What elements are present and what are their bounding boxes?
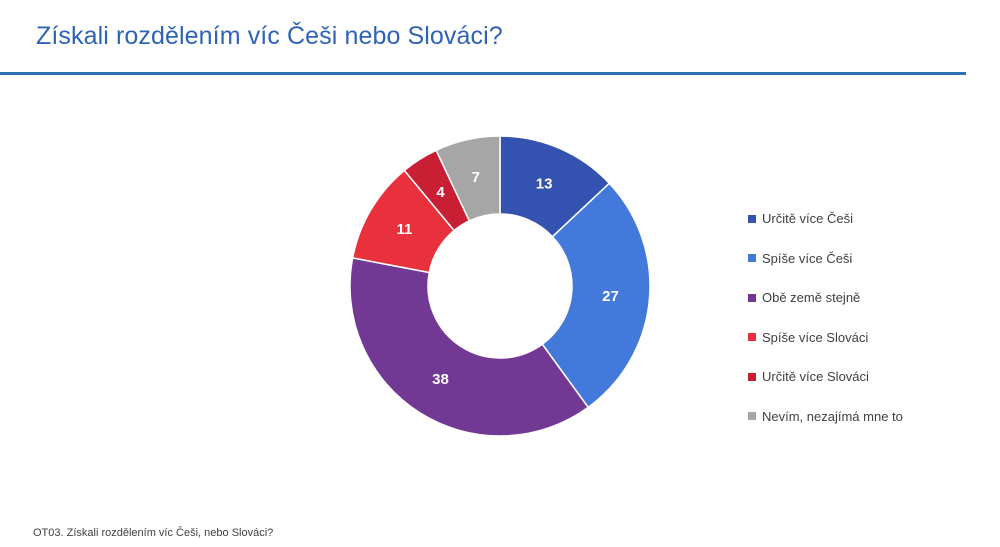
donut-slice-6 xyxy=(435,136,501,222)
donut-slice-3 xyxy=(349,257,590,437)
legend-item: Určitě více Češi xyxy=(748,199,903,239)
title-divider xyxy=(0,72,966,75)
legend-label: Určitě více Slováci xyxy=(762,369,869,385)
legend-item: Spíše více Češi xyxy=(748,239,903,279)
legend-swatch xyxy=(748,333,756,342)
data-label-4: 11 xyxy=(397,221,413,238)
legend-item: Spíše více Slováci xyxy=(748,318,903,358)
legend-label: Určitě více Češi xyxy=(762,211,854,227)
data-label-1: 13 xyxy=(536,176,553,193)
slide-title: Získali rozdělením víc Češi nebo Slováci… xyxy=(36,22,503,50)
legend-swatch xyxy=(748,293,756,302)
legend-label: Spíše více Češi xyxy=(762,250,853,266)
footnote: OT03. Získali rozdělením víc Češi, nebo … xyxy=(33,527,274,539)
legend-swatch xyxy=(748,412,756,421)
data-label-2: 27 xyxy=(602,288,619,305)
chart-legend: Určitě více Češi Spíše více Češi Obě země … xyxy=(748,199,903,436)
legend-swatch xyxy=(748,214,756,223)
data-label-5: 4 xyxy=(436,184,445,201)
legend-item: Nevím, nezajímá mne to xyxy=(748,397,903,437)
data-label-6: 7 xyxy=(472,169,480,186)
legend-swatch xyxy=(748,254,756,263)
donut-chart: 13 27 38 11 4 7 xyxy=(349,136,651,437)
legend-label: Obě země stejně xyxy=(762,290,861,306)
legend-item: Obě země stejně xyxy=(748,278,903,318)
legend-label: Spíše více Slováci xyxy=(762,329,869,345)
legend-label: Nevím, nezajímá mne to xyxy=(762,408,903,424)
donut-slice-2 xyxy=(541,182,651,409)
legend-item: Určitě více Slováci xyxy=(748,357,903,397)
data-label-3: 38 xyxy=(432,371,449,388)
legend-swatch xyxy=(748,372,756,381)
